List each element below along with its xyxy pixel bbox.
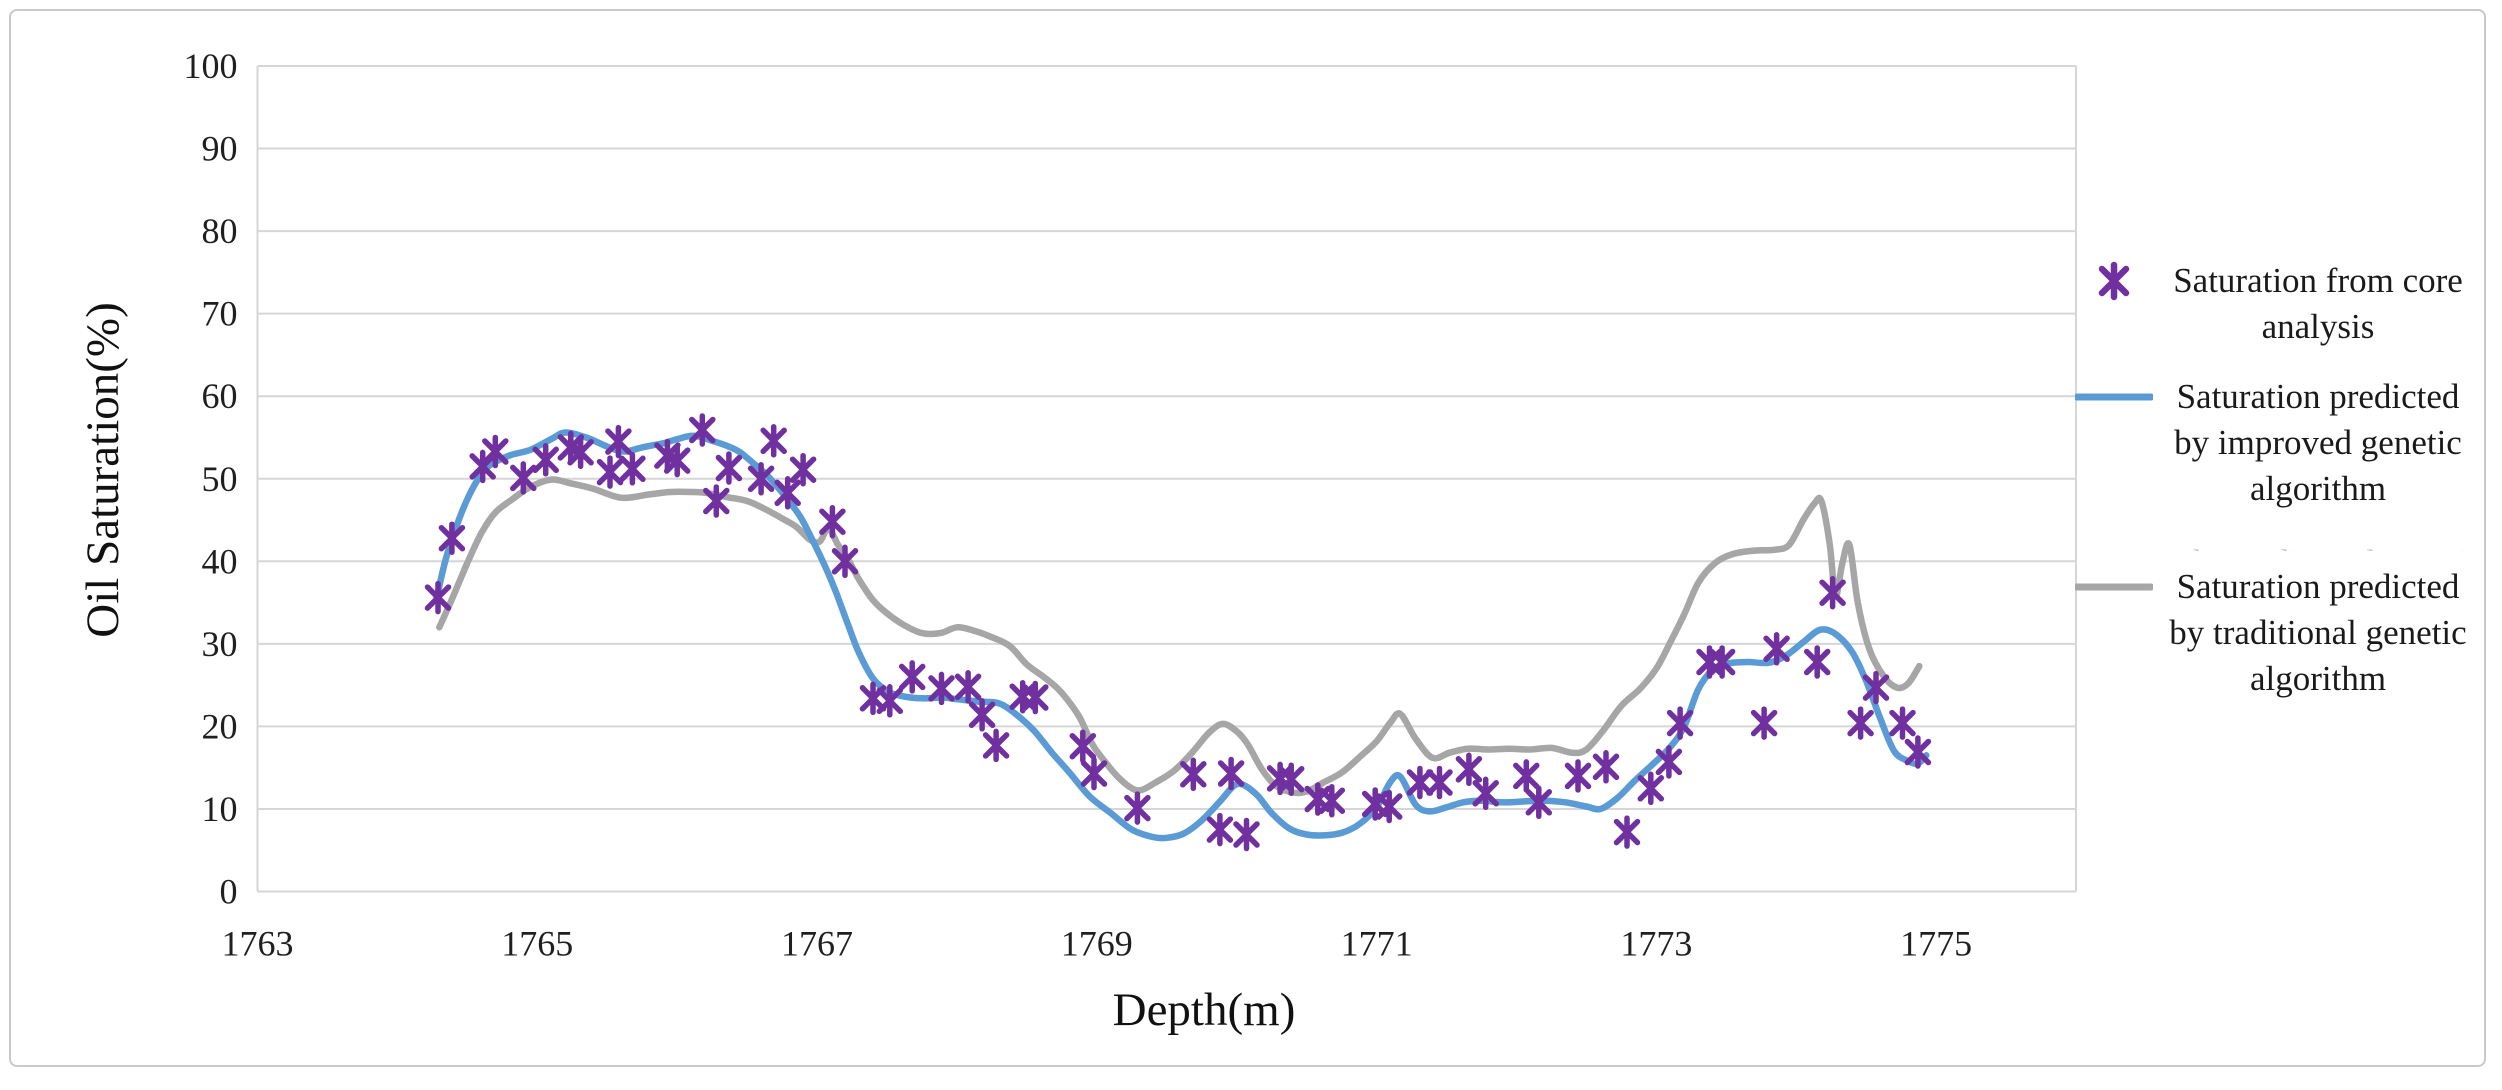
- legend-clipped-text-artifact: by traditional genetic: [2190, 538, 2486, 551]
- y-tick-label-70: 70: [202, 294, 238, 334]
- scatter-point: [954, 670, 982, 704]
- scatter-point: [1862, 670, 1890, 705]
- y-tick-label-90: 90: [202, 129, 238, 169]
- scatter-point: [1124, 791, 1151, 825]
- y-tick-label-60: 60: [202, 376, 238, 416]
- scatter-point: [567, 435, 594, 470]
- scatter-point: [747, 462, 775, 496]
- scatter-marker-icon: [2068, 258, 2160, 304]
- scatter-point: [715, 451, 743, 485]
- scatter-point: [1217, 756, 1245, 791]
- scatter-point: [1513, 759, 1540, 793]
- x-tick-label-1765: 1765: [501, 924, 573, 964]
- legend-item-core-analysis: Saturation from core analysis: [2068, 258, 2488, 350]
- scatter-point: [774, 476, 801, 510]
- scatter-point: [619, 452, 646, 486]
- y-tick-label-10: 10: [202, 789, 238, 829]
- axis-ticks: 0 10 20 30 40 50 60 70 80 90 100 1763 1765 1767 1769 17…: [184, 46, 1973, 964]
- scatter-point: [1375, 789, 1403, 824]
- scatter-point: [1426, 765, 1453, 800]
- scatter-point: [1069, 729, 1097, 763]
- x-tick-label-1763: 1763: [222, 924, 294, 964]
- gray-line-icon: [2068, 564, 2160, 610]
- scatter-point: [1233, 817, 1260, 852]
- x-tick-label-1767: 1767: [781, 924, 853, 964]
- scatter-point: [1080, 756, 1108, 791]
- scatter-point: [1803, 645, 1831, 679]
- y-tick-label-100: 100: [184, 46, 238, 86]
- scatter-point: [789, 452, 817, 487]
- scatter-point: [982, 728, 1010, 763]
- scatter-point: [1406, 765, 1434, 800]
- scatter-point: [928, 671, 955, 706]
- scatter-point: [1904, 735, 1932, 769]
- y-tick-label-20: 20: [202, 706, 238, 746]
- y-tick-label-40: 40: [202, 541, 238, 581]
- x-axis-title: Depth(m): [1113, 984, 1296, 1036]
- scatter-point: [1472, 776, 1499, 811]
- scatter-point: [1318, 783, 1346, 818]
- x-tick-label-1775: 1775: [1900, 924, 1972, 964]
- legend-label-core-analysis: Saturation from core analysis: [2173, 261, 2463, 346]
- scatter-point: [1637, 771, 1665, 806]
- scatter-point: [831, 544, 859, 579]
- series-layer: [424, 413, 1932, 852]
- scatter-point: [1763, 632, 1790, 666]
- legend-label-improved-ga: Saturation predicted by improved genetic…: [2174, 377, 2462, 508]
- scatter-point: [1666, 706, 1694, 740]
- y-tick-label-50: 50: [202, 459, 238, 499]
- chart-legend: Saturation from core analysis Saturation…: [2068, 258, 2488, 702]
- scatter-point: [663, 443, 691, 478]
- scatter-point: [1889, 706, 1916, 740]
- legend-item-improved-ga: Saturation predicted by improved genetic…: [2068, 374, 2488, 512]
- gridlines: [256, 65, 2077, 893]
- scatter-point: [510, 461, 537, 495]
- scatter-point: [1525, 785, 1553, 820]
- scatter-point: [1592, 750, 1620, 784]
- x-tick-label-1773: 1773: [1620, 924, 1692, 964]
- scatter-point: [1277, 762, 1305, 796]
- scatter-point: [596, 455, 624, 489]
- scatter-point: [532, 443, 559, 477]
- scatter-point: [1819, 575, 1846, 610]
- scatter-point: [1655, 745, 1683, 779]
- y-axis-title: Oil Saturation(%): [77, 302, 129, 637]
- line-series-traditional-ga: [436, 476, 1923, 797]
- scatter-point: [689, 413, 716, 447]
- scatter-point: [1180, 757, 1207, 792]
- scatter-point: [1613, 815, 1641, 849]
- scatter-point: [1750, 706, 1778, 740]
- scatter-point: [605, 424, 632, 459]
- y-tick-label-30: 30: [202, 624, 238, 664]
- blue-line-icon: [2068, 374, 2160, 420]
- y-tick-label-0: 0: [220, 872, 238, 912]
- scatter-point: [760, 424, 787, 458]
- scatter-point: [1206, 812, 1234, 847]
- scatter-point: [1564, 759, 1592, 793]
- scatter-point: [1455, 752, 1483, 787]
- scatter-point: [1022, 680, 1049, 715]
- scatter-point: [1708, 645, 1736, 679]
- scatter-point: [819, 504, 846, 539]
- scatter-point: [482, 434, 509, 469]
- x-tick-label-1769: 1769: [1061, 924, 1133, 964]
- scatter-point: [1847, 706, 1874, 740]
- scatter-point: [703, 484, 730, 518]
- y-tick-label-80: 80: [202, 211, 238, 251]
- scatter-point: [968, 698, 996, 732]
- scatter-point: [424, 580, 452, 615]
- scatter-point: [898, 660, 926, 694]
- scatter-point: [438, 521, 466, 555]
- scatter-point: [876, 684, 904, 718]
- scatter-series-core-analysis: [424, 413, 1932, 852]
- legend-label-traditional-ga: Saturation predicted by traditional gene…: [2169, 567, 2467, 698]
- x-tick-label-1771: 1771: [1341, 924, 1413, 964]
- legend-item-traditional-ga: Saturation predicted by traditional gene…: [2068, 564, 2488, 702]
